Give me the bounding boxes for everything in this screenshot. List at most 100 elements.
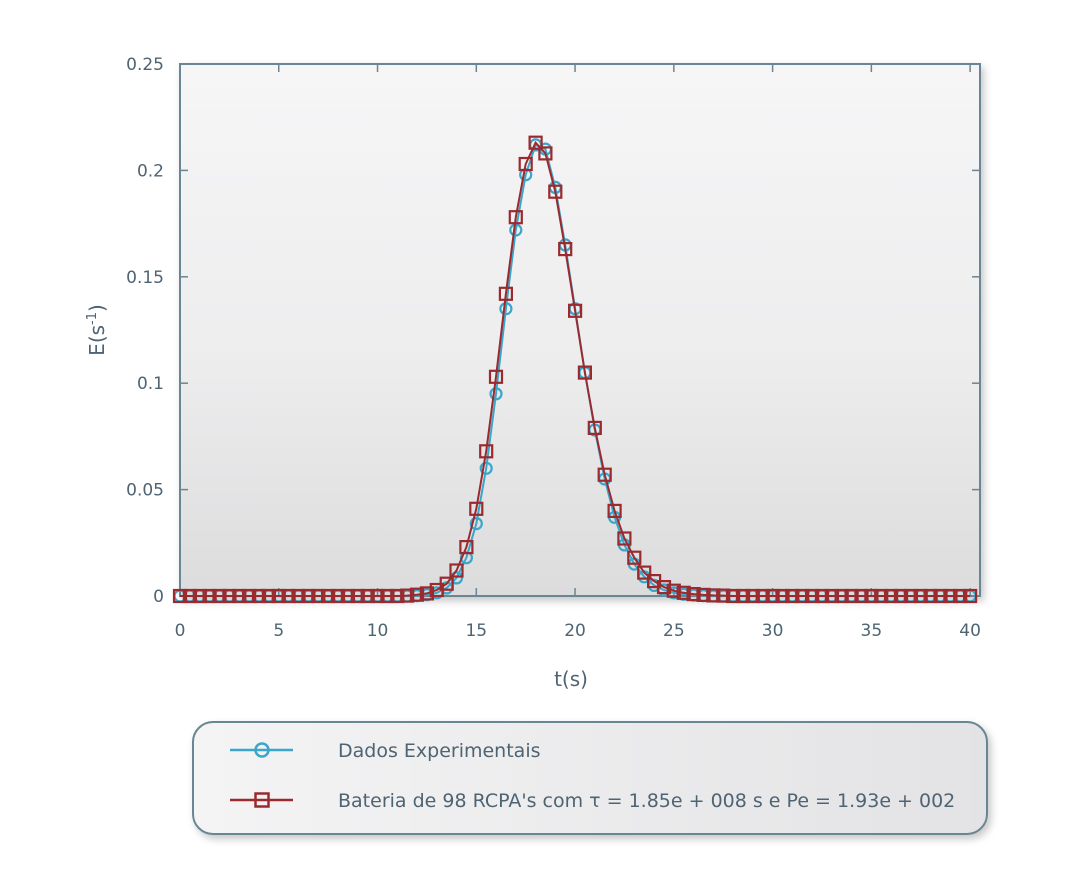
data-point-square xyxy=(765,588,780,604)
data-point-square xyxy=(656,579,672,595)
data-point-circle xyxy=(489,387,503,401)
data-point-square xyxy=(380,588,395,604)
data-point-square xyxy=(903,588,919,604)
y-tick-label: 0.15 xyxy=(126,268,164,288)
legend-box xyxy=(192,721,988,835)
data-point-square xyxy=(814,588,830,604)
y-axis-title-base: E(s xyxy=(85,325,109,356)
data-point-square xyxy=(340,588,355,604)
data-point-square xyxy=(390,588,405,604)
x-tick-label: 15 xyxy=(465,621,487,641)
data-point-square xyxy=(182,588,197,604)
data-point-square xyxy=(637,565,652,580)
data-point-square xyxy=(943,588,958,604)
data-point-square xyxy=(291,588,306,604)
x-tick-label: 5 xyxy=(273,621,284,641)
data-point-square xyxy=(597,467,612,482)
data-point-square xyxy=(834,588,849,604)
data-point-square xyxy=(370,588,385,604)
data-point-square xyxy=(400,588,415,603)
data-point-square xyxy=(725,588,741,604)
data-point-square xyxy=(281,588,296,604)
legend-item-dados-experimentais: Dados Experimentais xyxy=(230,740,541,762)
y-tick-label: 0 xyxy=(153,587,164,607)
x-tick-label: 25 xyxy=(663,621,685,641)
data-point-square xyxy=(666,583,681,598)
data-point-square xyxy=(251,588,267,604)
data-point-circle xyxy=(479,461,493,475)
x-axis-title: t(s) xyxy=(554,667,588,691)
data-point-square xyxy=(755,588,770,604)
data-point-square xyxy=(449,563,464,578)
data-point-square xyxy=(617,531,632,546)
data-point-square xyxy=(439,576,454,591)
y-tick-label: 0.25 xyxy=(126,55,164,75)
data-point-square xyxy=(735,588,751,604)
data-point-square xyxy=(824,588,840,604)
data-point-square xyxy=(962,588,978,604)
data-point-square xyxy=(409,587,425,602)
data-point-square xyxy=(311,588,326,604)
data-point-square xyxy=(745,588,760,604)
legend-label-bateria: Bateria de 98 RCPA's com τ = 1.85e + 008… xyxy=(338,790,955,812)
data-point-square xyxy=(242,588,257,604)
data-point-square xyxy=(716,588,731,603)
data-point-square xyxy=(350,588,365,604)
legend-marker-square xyxy=(254,792,270,808)
plot-background xyxy=(179,63,981,597)
y-tick-label: 0.05 xyxy=(126,481,164,501)
data-point-square xyxy=(706,588,721,603)
data-point-square xyxy=(893,588,909,604)
data-point-square xyxy=(953,588,968,604)
data-point-square xyxy=(775,588,790,604)
data-point-square xyxy=(844,588,859,604)
y-tick-label: 0.1 xyxy=(137,374,164,394)
x-tick-label: 35 xyxy=(861,621,883,641)
data-point-square xyxy=(232,588,247,604)
data-point-square xyxy=(301,588,316,604)
data-point-square xyxy=(518,156,533,172)
data-point-square xyxy=(577,365,593,380)
data-point-square xyxy=(222,588,237,604)
data-point-square xyxy=(360,588,375,604)
y-axis-title-sup: -1 xyxy=(85,312,100,325)
data-point-circle xyxy=(499,302,513,316)
y-axis-title-close: ) xyxy=(85,304,109,312)
data-point-square xyxy=(854,588,869,604)
data-point-square xyxy=(607,503,622,518)
data-point-square xyxy=(479,444,494,459)
data-point-square xyxy=(923,588,938,604)
data-point-square xyxy=(883,588,899,604)
data-point-square xyxy=(795,588,810,604)
legend-label-dados: Dados Experimentais xyxy=(338,740,541,762)
data-point-square xyxy=(627,550,642,565)
data-point-square xyxy=(508,210,523,225)
data-point-circle xyxy=(469,516,483,531)
data-point-square xyxy=(498,286,513,301)
data-point-square xyxy=(330,588,346,604)
plot-area xyxy=(179,63,981,597)
data-point-square xyxy=(686,586,701,602)
x-tick-label: 10 xyxy=(367,621,389,641)
x-tick-label: 30 xyxy=(762,621,784,641)
x-tick-label: 0 xyxy=(175,621,186,641)
data-point-square xyxy=(459,539,474,555)
y-tick-label: 0.2 xyxy=(137,161,164,181)
data-point-square xyxy=(488,369,504,384)
data-point-square xyxy=(587,420,602,435)
data-point-square xyxy=(212,588,227,604)
legend: Dados Experimentais Bateria de 98 RCPA's… xyxy=(192,721,988,835)
legend-item-bateria: Bateria de 98 RCPA's com τ = 1.85e + 008… xyxy=(230,790,955,812)
data-point-square xyxy=(874,588,889,604)
x-tick-label: 20 xyxy=(564,621,586,641)
series-bateria-rcpa xyxy=(172,135,978,604)
data-point-square xyxy=(933,588,948,604)
x-tick-label: 40 xyxy=(959,621,981,641)
data-point-square xyxy=(321,588,336,604)
data-point-square xyxy=(548,184,563,199)
axis-ticks xyxy=(179,63,980,597)
y-tick-labels: 0 0.05 0.1 0.15 0.2 0.25 xyxy=(126,55,164,607)
data-point-square xyxy=(261,588,276,604)
data-point-square xyxy=(419,586,434,601)
